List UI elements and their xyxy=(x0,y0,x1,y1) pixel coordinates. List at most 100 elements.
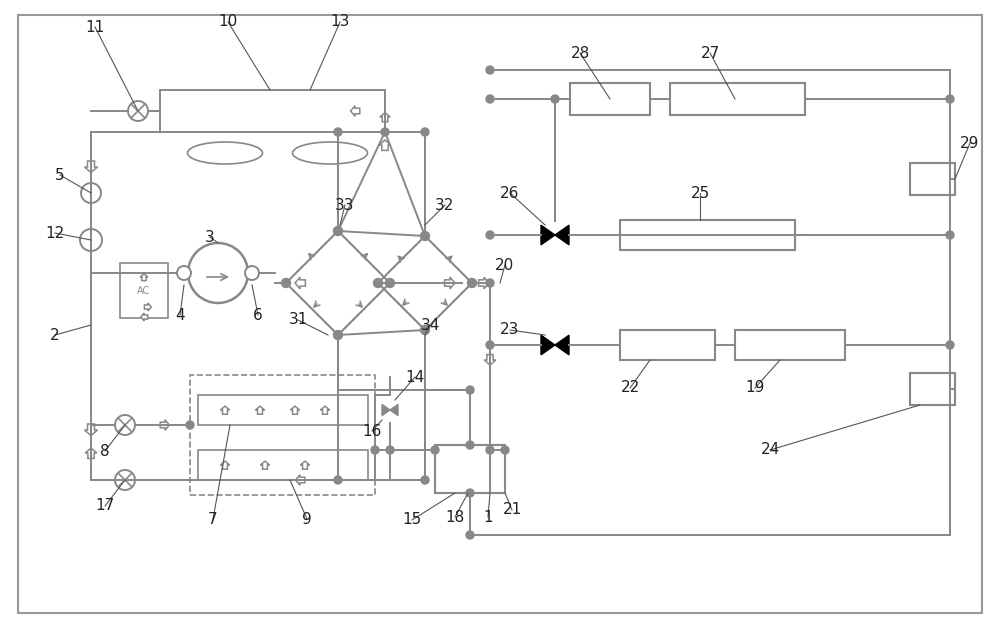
Circle shape xyxy=(245,266,259,280)
Polygon shape xyxy=(320,406,330,414)
Circle shape xyxy=(188,243,248,303)
Text: 18: 18 xyxy=(445,509,465,524)
Text: 27: 27 xyxy=(700,46,720,61)
Polygon shape xyxy=(296,475,305,485)
Circle shape xyxy=(371,446,379,454)
Text: 26: 26 xyxy=(500,186,520,201)
Polygon shape xyxy=(84,424,98,436)
Circle shape xyxy=(334,128,342,136)
Circle shape xyxy=(381,128,389,136)
Polygon shape xyxy=(260,461,270,469)
Circle shape xyxy=(81,183,101,203)
Polygon shape xyxy=(220,461,230,469)
Polygon shape xyxy=(140,274,148,281)
Circle shape xyxy=(386,279,394,288)
Text: 11: 11 xyxy=(85,19,105,34)
Text: 16: 16 xyxy=(362,424,382,439)
Text: 33: 33 xyxy=(335,198,355,212)
Polygon shape xyxy=(382,404,390,416)
Circle shape xyxy=(468,279,477,288)
Polygon shape xyxy=(255,406,265,414)
Ellipse shape xyxy=(188,142,262,164)
Text: 24: 24 xyxy=(760,442,780,458)
Polygon shape xyxy=(220,406,230,414)
Text: 2: 2 xyxy=(50,328,60,342)
Text: AC: AC xyxy=(137,286,151,296)
Polygon shape xyxy=(300,461,310,469)
Circle shape xyxy=(466,531,474,539)
Polygon shape xyxy=(484,354,496,365)
Polygon shape xyxy=(390,404,398,416)
Bar xyxy=(190,375,375,495)
Bar xyxy=(160,90,385,132)
Text: 34: 34 xyxy=(420,318,440,332)
Text: 22: 22 xyxy=(620,381,640,396)
Bar xyxy=(910,163,955,195)
Bar xyxy=(735,330,845,360)
Text: 15: 15 xyxy=(402,512,422,528)
Polygon shape xyxy=(84,161,98,172)
Bar xyxy=(620,220,795,250)
Circle shape xyxy=(486,341,494,349)
Text: 9: 9 xyxy=(302,511,312,526)
Bar xyxy=(670,83,805,115)
Circle shape xyxy=(334,331,342,339)
Circle shape xyxy=(486,279,494,287)
Circle shape xyxy=(386,446,394,454)
Text: 25: 25 xyxy=(690,186,710,201)
Circle shape xyxy=(421,476,429,484)
Text: 6: 6 xyxy=(253,308,263,322)
Circle shape xyxy=(946,341,954,349)
Polygon shape xyxy=(379,140,391,151)
Bar xyxy=(120,263,168,318)
Circle shape xyxy=(551,95,559,103)
Circle shape xyxy=(128,101,148,121)
Polygon shape xyxy=(85,448,97,458)
Polygon shape xyxy=(144,303,151,311)
Polygon shape xyxy=(160,420,169,430)
Text: 14: 14 xyxy=(405,369,425,384)
Circle shape xyxy=(374,279,382,288)
Circle shape xyxy=(486,95,494,103)
Polygon shape xyxy=(445,277,455,289)
Text: 17: 17 xyxy=(95,499,115,514)
Circle shape xyxy=(466,489,474,497)
Text: 1: 1 xyxy=(483,509,493,524)
Polygon shape xyxy=(351,106,360,116)
Circle shape xyxy=(420,231,430,241)
Text: 5: 5 xyxy=(55,168,65,182)
Text: 10: 10 xyxy=(218,14,238,29)
Circle shape xyxy=(334,226,342,236)
Circle shape xyxy=(466,441,474,449)
Circle shape xyxy=(421,128,429,136)
Text: 7: 7 xyxy=(208,511,218,526)
Circle shape xyxy=(486,66,494,74)
Text: 19: 19 xyxy=(745,381,765,396)
Polygon shape xyxy=(541,335,555,355)
Circle shape xyxy=(282,279,290,288)
Text: 20: 20 xyxy=(495,258,515,272)
Polygon shape xyxy=(141,313,148,321)
Text: 31: 31 xyxy=(288,312,308,328)
Circle shape xyxy=(501,446,509,454)
Circle shape xyxy=(334,476,342,484)
Text: 12: 12 xyxy=(45,226,65,241)
Circle shape xyxy=(486,231,494,239)
Bar xyxy=(910,373,955,405)
Text: 28: 28 xyxy=(570,46,590,61)
Text: 8: 8 xyxy=(100,444,110,459)
Circle shape xyxy=(80,229,102,251)
Circle shape xyxy=(466,386,474,394)
Text: 21: 21 xyxy=(502,503,522,518)
Polygon shape xyxy=(290,406,300,414)
Text: 13: 13 xyxy=(330,14,350,29)
Text: 23: 23 xyxy=(500,322,520,338)
Text: 29: 29 xyxy=(960,136,980,151)
Circle shape xyxy=(115,470,135,490)
Polygon shape xyxy=(541,225,555,245)
Polygon shape xyxy=(555,335,569,355)
Circle shape xyxy=(115,415,135,435)
Circle shape xyxy=(420,326,430,334)
Text: 4: 4 xyxy=(175,308,185,322)
Ellipse shape xyxy=(292,142,368,164)
